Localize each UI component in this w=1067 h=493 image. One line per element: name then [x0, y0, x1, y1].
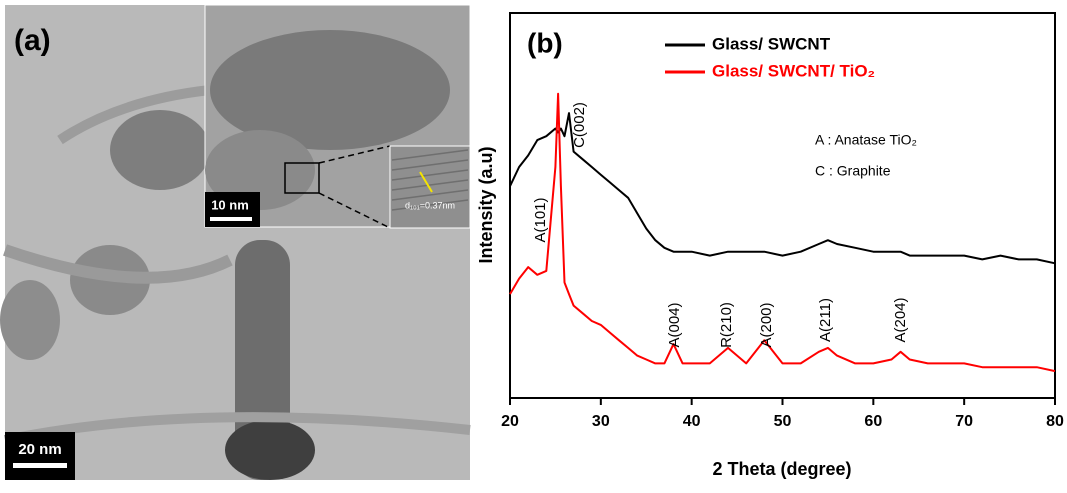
nanotube	[3, 244, 233, 284]
zoom-line	[318, 192, 391, 229]
peak-label: A(200)	[758, 302, 775, 347]
x-tick-label: 70	[955, 413, 973, 430]
lattice-fringes	[391, 149, 469, 211]
lattice-marker	[419, 171, 433, 193]
x-tick-label: 80	[1046, 413, 1064, 430]
scale-label: 20 nm	[18, 441, 61, 458]
peak-label: A(211)	[817, 298, 834, 342]
note: A : Anatase TiO₂	[815, 132, 917, 148]
tem-image: d₁₀₁=0.37nm (a) 10 nm 20 nm	[0, 4, 471, 480]
zoom-box	[284, 162, 320, 194]
particle	[225, 420, 315, 480]
x-tick-label: 60	[864, 413, 882, 430]
nanotube	[57, 85, 211, 145]
y-axis-label: Intensity (a.u)	[476, 146, 496, 263]
x-tick-label: 30	[592, 413, 610, 430]
peak-label: C(002)	[571, 102, 588, 148]
particle	[0, 280, 60, 360]
inset-particle	[210, 30, 450, 150]
scale-box	[205, 192, 260, 227]
inset-particle	[205, 130, 315, 210]
x-tick-label: 50	[774, 413, 792, 430]
panel-label: (b)	[527, 27, 563, 58]
particle	[110, 110, 210, 190]
peak-label: A(101)	[532, 197, 549, 242]
lattice-label: d₁₀₁=0.37nm	[405, 200, 455, 210]
legend-label: Glass/ SWCNT/ TiO₂	[712, 61, 875, 80]
peak-label: R(210)	[718, 302, 735, 348]
peak-label: A(004)	[666, 302, 683, 347]
note: C : Graphite	[815, 163, 891, 179]
nanotube	[3, 412, 471, 445]
legend-label: Glass/ SWCNT	[712, 34, 831, 53]
zoom-line	[318, 145, 391, 164]
panel-label: (a)	[14, 24, 51, 57]
peak-label: A(204)	[892, 297, 909, 342]
x-axis-label: 2 Theta (degree)	[712, 459, 851, 479]
scale-bar	[210, 217, 252, 221]
series-line	[509, 112, 1056, 265]
x-tick-label: 40	[683, 413, 701, 430]
scale-box	[5, 432, 75, 480]
scale-bar	[13, 463, 67, 468]
series-line	[509, 92, 1056, 373]
inset-scale-label: 10 nm	[211, 197, 249, 212]
x-tick-label: 20	[501, 413, 519, 430]
